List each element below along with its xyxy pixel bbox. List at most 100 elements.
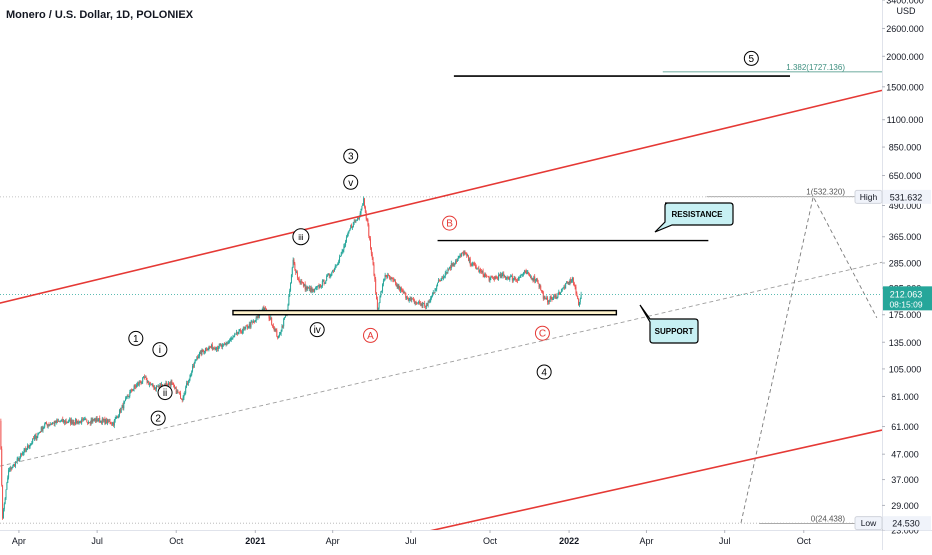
candle-body [576, 293, 578, 297]
candle-body [432, 292, 434, 295]
candle-body [132, 389, 134, 391]
candle-body [502, 273, 504, 275]
candle-body [524, 270, 526, 272]
candle-body [331, 271, 333, 276]
candle-body [63, 420, 65, 422]
candle-body [9, 467, 11, 470]
candle-body [256, 317, 258, 319]
candle-body [118, 415, 120, 418]
candle-body [369, 235, 371, 239]
candle-body [402, 290, 404, 294]
candle-body [334, 265, 336, 269]
candle-body [20, 454, 22, 458]
candle-body [375, 279, 377, 293]
y-tick-label: 175.000 [889, 310, 922, 320]
candle-body [532, 278, 534, 281]
candle-body [517, 280, 519, 281]
candle-body [201, 349, 203, 355]
y-tick-label: 1500.000 [886, 82, 924, 92]
candle-body [85, 419, 87, 420]
candle-body [483, 274, 485, 278]
candle-body [428, 301, 430, 303]
candle-body [551, 299, 553, 300]
candle-body [107, 419, 109, 422]
candle-body [462, 253, 464, 256]
candle-body [446, 272, 448, 273]
candle-body [307, 287, 309, 289]
candle-body [112, 422, 114, 425]
candle-body [520, 275, 522, 277]
candle-body [288, 296, 290, 305]
candle-body [110, 423, 112, 425]
candle-body [140, 382, 142, 384]
candle-body [420, 303, 422, 305]
candle-body [18, 458, 20, 461]
candle-body [312, 289, 314, 291]
candle-body [531, 278, 533, 280]
candle-body [242, 327, 244, 332]
candle-body [364, 206, 366, 213]
candle-body [400, 288, 402, 291]
candle-body [39, 432, 41, 433]
candle-body [125, 398, 127, 401]
candle-body [148, 381, 150, 385]
candle-body [426, 305, 428, 306]
candle-body [55, 420, 57, 423]
candle-body [460, 255, 462, 256]
last-price-countdown: 08:15:09 [889, 299, 922, 309]
support-zone [232, 309, 618, 316]
candle-body [512, 279, 514, 281]
candle-body [303, 283, 305, 287]
candle-body [281, 325, 283, 332]
candle-body [241, 331, 243, 334]
candle-body [194, 359, 196, 363]
candle-body [533, 276, 535, 281]
candle-body [490, 276, 492, 278]
candle-body [550, 296, 552, 300]
candle-body [220, 345, 222, 346]
candle-body [327, 273, 329, 276]
x-tick-label: 2021 [245, 536, 265, 546]
candle-body [253, 321, 255, 322]
resistance-label: RESISTANCE [672, 210, 724, 219]
candle-body [506, 277, 508, 279]
candle-body [99, 418, 101, 423]
support-label: SUPPORT [655, 327, 694, 336]
candle-body [496, 277, 498, 278]
candle-body [216, 347, 218, 350]
guides-layer: 1.382(1727.136) 1(532.320) 0(24.438) [0, 63, 883, 524]
candle-body [54, 420, 56, 425]
candle-body [156, 386, 158, 387]
candle-body [511, 276, 513, 281]
candle-body [45, 422, 47, 424]
x-tick-label: Apr [326, 536, 340, 546]
candle-body [441, 278, 443, 280]
candle-body [190, 374, 192, 376]
wave-marker-label: v [348, 178, 353, 189]
candle-body [10, 467, 12, 470]
low-value-box [883, 516, 931, 531]
candle-body [296, 272, 298, 278]
candle-body [154, 387, 156, 390]
candle-body [451, 263, 453, 266]
candle-body [318, 285, 320, 289]
candle-body [431, 296, 433, 298]
candle-body [17, 458, 19, 459]
candle-body [95, 417, 97, 422]
candle-body [125, 397, 127, 399]
candle-body [200, 350, 202, 355]
x-tick-label: Oct [483, 536, 498, 546]
candle-body [11, 467, 13, 470]
wave-marker-circle [150, 410, 166, 426]
candle-body [63, 420, 65, 423]
candle-body [537, 281, 539, 284]
candle-body [167, 382, 169, 386]
candle-body [7, 477, 9, 484]
candle-body [564, 286, 566, 289]
candle-body [174, 384, 176, 388]
candle-body [91, 419, 93, 422]
candle-body [372, 257, 374, 265]
candle-body [82, 419, 84, 420]
wave-marker-circle [743, 50, 759, 66]
